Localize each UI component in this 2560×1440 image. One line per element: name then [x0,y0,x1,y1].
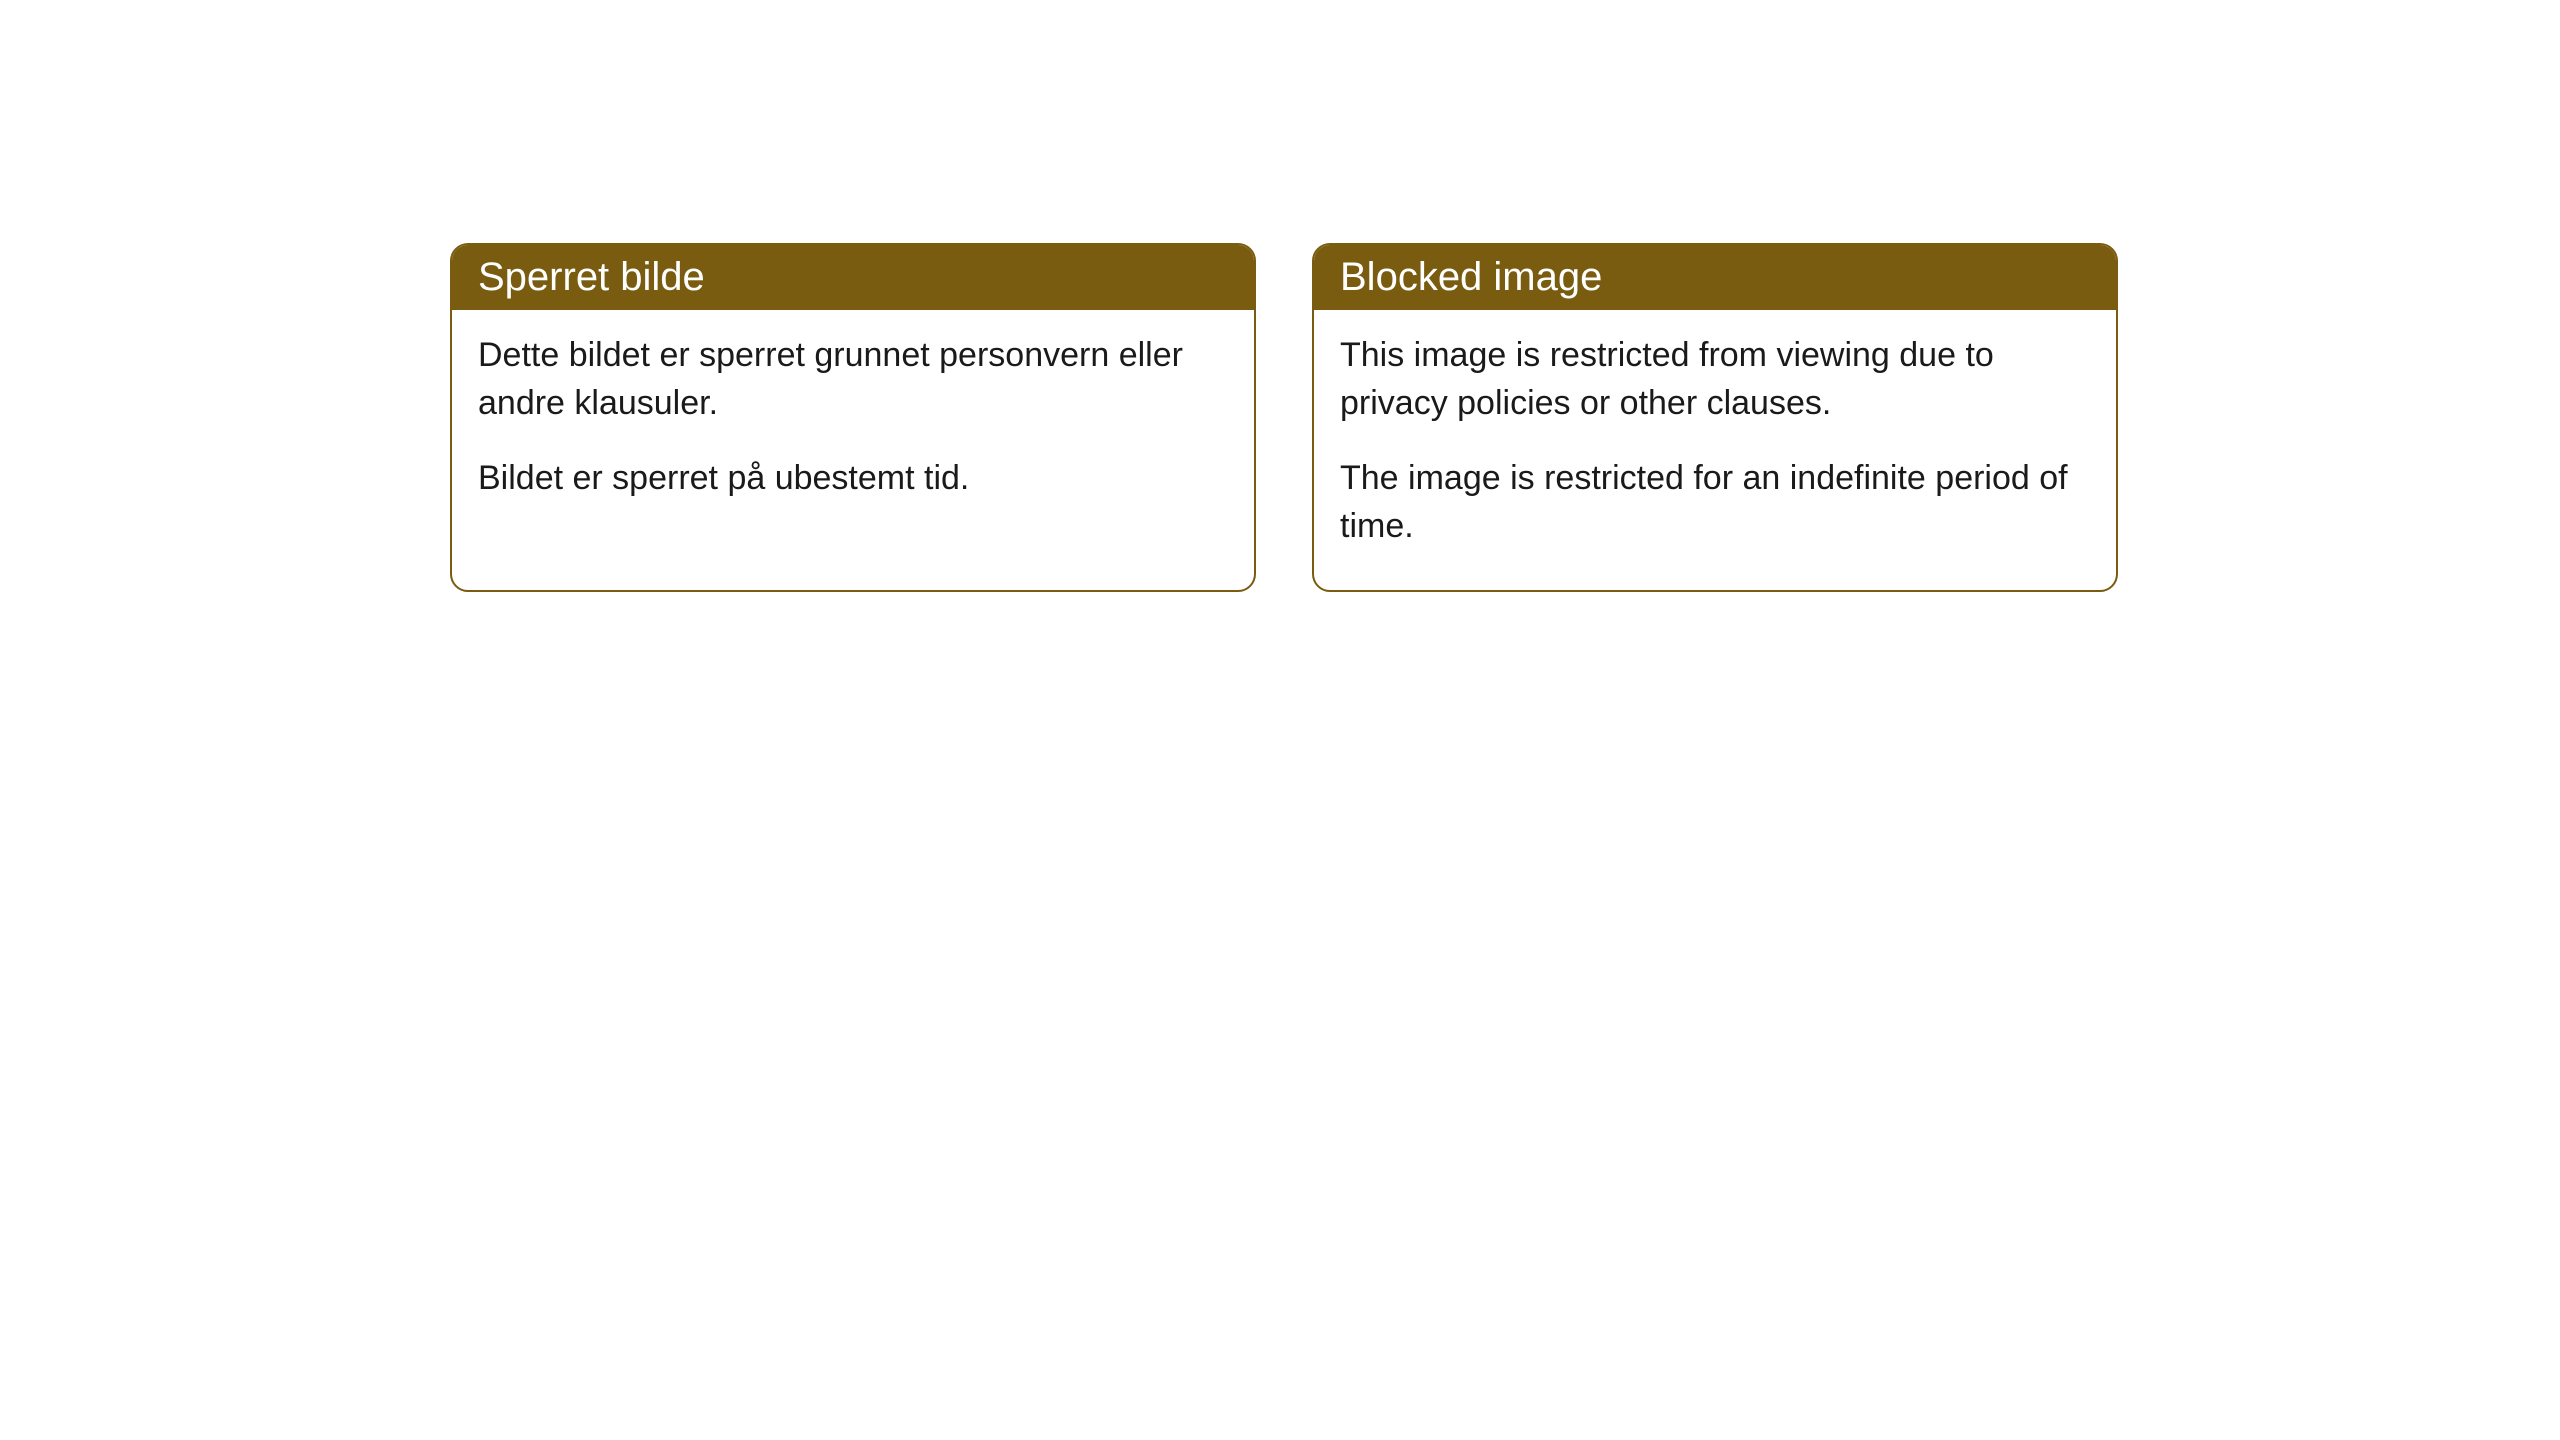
notice-card-norwegian: Sperret bilde Dette bildet er sperret gr… [450,243,1256,592]
card-paragraph: Bildet er sperret på ubestemt tid. [478,455,1228,503]
card-header: Blocked image [1314,245,2116,310]
card-header: Sperret bilde [452,245,1254,310]
card-title: Blocked image [1340,255,1602,299]
card-paragraph: This image is restricted from viewing du… [1340,332,2090,427]
notice-card-english: Blocked image This image is restricted f… [1312,243,2118,592]
card-paragraph: The image is restricted for an indefinit… [1340,455,2090,550]
card-body: Dette bildet er sperret grunnet personve… [452,310,1254,543]
card-body: This image is restricted from viewing du… [1314,310,2116,590]
card-paragraph: Dette bildet er sperret grunnet personve… [478,332,1228,427]
notice-cards-container: Sperret bilde Dette bildet er sperret gr… [450,243,2118,592]
card-title: Sperret bilde [478,255,705,299]
